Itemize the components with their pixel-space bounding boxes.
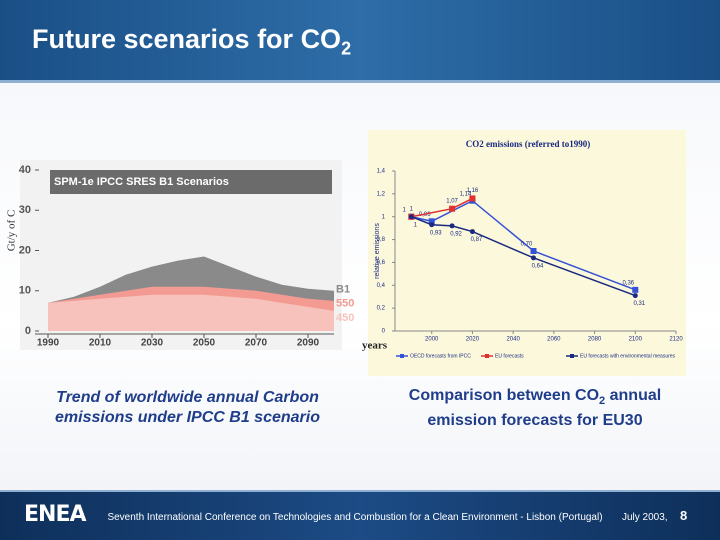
y-tick-label: 0,8 xyxy=(377,237,386,243)
data-label: 1 xyxy=(410,206,414,212)
data-label: 1,14 xyxy=(460,191,472,197)
legend-marker xyxy=(570,354,574,358)
data-label: 0,70 xyxy=(521,242,533,248)
data-label: 1,16 xyxy=(467,188,479,194)
x-tick-label: 2020 xyxy=(466,337,480,343)
y-tick-label: 0 xyxy=(382,329,386,335)
marker xyxy=(449,223,455,229)
x-tick-label: 2050 xyxy=(193,338,216,349)
header: Future scenarios for CO2 xyxy=(0,0,720,83)
logo: ENEA xyxy=(24,502,86,527)
data-label: 1 xyxy=(403,207,407,213)
legend-label: OECD forecasts from IPCC xyxy=(410,353,471,359)
y-tick-label: 0,6 xyxy=(377,260,386,266)
marker xyxy=(429,222,435,228)
data-label: 0,93 xyxy=(430,230,442,236)
chart-title: SPM-1e IPCC SRES B1 Scenarios xyxy=(54,176,229,188)
x-tick-label: 2120 xyxy=(669,337,683,343)
slide-title: Future scenarios for CO2 xyxy=(32,24,351,59)
marker xyxy=(428,218,435,225)
marker xyxy=(530,248,537,254)
data-label: 1 xyxy=(414,222,418,228)
caption-left: Trend of worldwide annual Carbon emissio… xyxy=(55,389,320,426)
y-tick-label: 10 xyxy=(19,285,31,297)
data-label: 0,96 xyxy=(419,212,431,218)
caption-subscript: 2 xyxy=(599,395,606,408)
y-tick-label: 0,4 xyxy=(377,283,386,289)
x-tick-label: 2070 xyxy=(245,338,268,349)
y-tick-label: 1 xyxy=(382,214,386,220)
left-title-box xyxy=(50,170,332,194)
data-label: 0,64 xyxy=(532,263,544,269)
x-tick-label: 2000 xyxy=(425,337,439,343)
series-label: B1 xyxy=(336,284,350,296)
x-tick-label: 2010 xyxy=(89,338,112,349)
right-chart-bg xyxy=(368,130,686,376)
y-tick-label: 1,4 xyxy=(377,169,386,175)
data-label: 0,31 xyxy=(633,301,645,307)
series-label: 450 xyxy=(336,312,354,324)
marker xyxy=(408,214,414,220)
conference: Seventh International Conference on Tech… xyxy=(107,512,603,523)
y-tick-label: 1,2 xyxy=(377,191,386,197)
chart-title: CO2 emissions (referred to1990) xyxy=(466,139,590,149)
y-axis-label: relative emissions xyxy=(374,223,381,279)
data-label: 0,87 xyxy=(471,237,483,243)
y-tick-label: 40 xyxy=(19,164,31,176)
x-tick-label: 1990 xyxy=(37,338,60,349)
marker xyxy=(449,205,456,212)
y-tick-label: 20 xyxy=(19,244,31,256)
x-tick-label: 2080 xyxy=(588,337,602,343)
caption-text: Comparison between CO xyxy=(408,387,600,404)
date: July 2003, xyxy=(622,512,668,523)
x-tick-label: 2040 xyxy=(506,337,520,343)
line xyxy=(411,216,636,297)
marker xyxy=(632,293,638,299)
legend-marker xyxy=(485,354,489,358)
page-number: 8 xyxy=(680,508,688,523)
y-tick-label: 0,2 xyxy=(377,306,386,312)
x-axis-label: years xyxy=(362,340,388,352)
data-label: 0,36 xyxy=(622,280,634,286)
legend-label: EU forecasts with environmental measures xyxy=(580,353,676,359)
area xyxy=(48,294,334,331)
y-tick-label: 0 xyxy=(25,325,31,337)
x-tick-label: 2060 xyxy=(547,337,561,343)
data-label: 0,92 xyxy=(450,231,462,237)
legend-label: EU forecasts xyxy=(495,353,524,359)
footer: ENEA Seventh International Conference on… xyxy=(0,490,720,540)
caption-right: Comparison between CO2 annual emission f… xyxy=(400,386,670,431)
data-label: 1,07 xyxy=(446,198,458,204)
marker xyxy=(632,286,639,293)
y-axis-label: Gt/y of C xyxy=(6,210,18,252)
title-text: Future scenarios for CO xyxy=(32,24,342,54)
title-subscript: 2 xyxy=(341,38,352,59)
x-tick-label: 2100 xyxy=(629,337,643,343)
marker xyxy=(469,195,476,202)
series-label: 550 xyxy=(336,298,354,310)
x-tick-label: 2090 xyxy=(297,338,320,349)
marker xyxy=(531,255,536,261)
caption-text-after: annual emission forecasts for EU30 xyxy=(427,387,662,430)
legend-marker xyxy=(400,354,404,358)
y-tick-label: 30 xyxy=(19,204,31,216)
marker xyxy=(469,229,475,235)
x-tick-label: 2030 xyxy=(141,338,164,349)
